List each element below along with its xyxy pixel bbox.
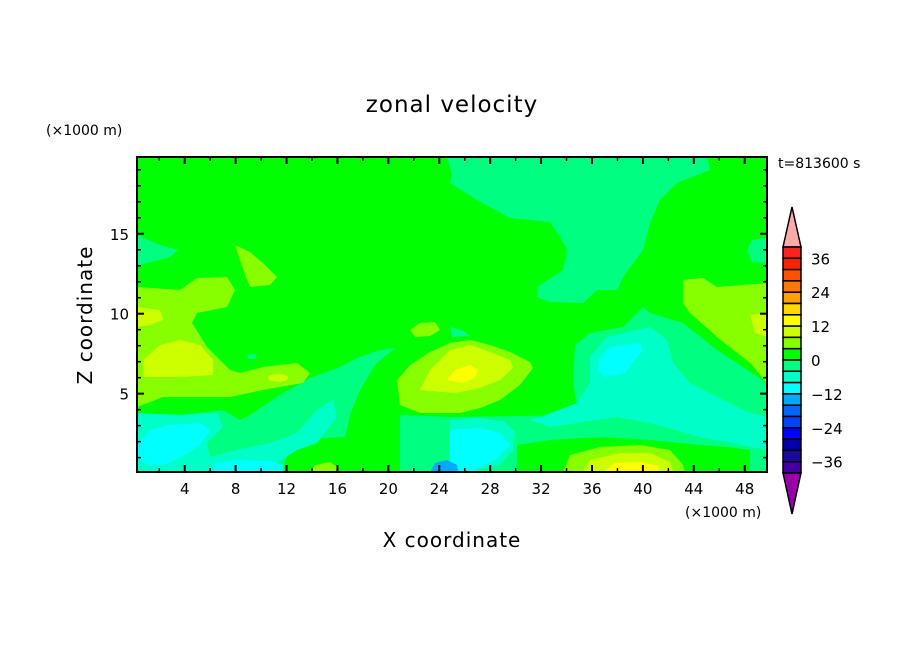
- colorbar-box: [782, 280, 802, 293]
- colorbar-box: [782, 438, 802, 452]
- y-tick-label: 10: [110, 306, 129, 324]
- colorbar-under-triangle: [782, 472, 802, 515]
- contour-band-8-to-12: [137, 307, 163, 327]
- x-tick-label: 4: [180, 480, 190, 498]
- x-tick-label: 28: [481, 480, 500, 498]
- colorbar-box: [782, 415, 802, 429]
- y-tick-label: 15: [110, 226, 129, 244]
- colorbar-box: [782, 347, 802, 361]
- colorbar: 36 24 12 0 −12 −24 −36: [782, 206, 843, 515]
- colorbar-box: [782, 302, 802, 316]
- colorbar-box: [782, 246, 802, 260]
- contour-band-4-to-8: [310, 462, 337, 472]
- contour-band-4-to-8: [410, 322, 440, 337]
- contour-band-neg12-to-neg8: [213, 460, 283, 472]
- colorbar-box: [782, 314, 802, 327]
- colorbar-tick-label: 24: [811, 284, 830, 302]
- contour-band-neg4-to-0: [747, 238, 767, 263]
- x-tick-label: 12: [277, 480, 296, 498]
- colorbar-box: [782, 381, 802, 395]
- x-tick-label: 36: [582, 480, 601, 498]
- contour-band-neg4-to-0: [247, 354, 257, 359]
- contour-band-neg8-to-neg4: [530, 327, 767, 450]
- contour-band-neg4-to-0: [447, 157, 710, 303]
- colorbar-box: [782, 449, 802, 463]
- x-tick-label: 48: [735, 480, 754, 498]
- x-tick-label: 20: [379, 480, 398, 498]
- colorbar-box: [782, 336, 802, 350]
- x-tick-label: 44: [684, 480, 703, 498]
- y-axis-label: Z coordinate: [73, 246, 97, 385]
- colorbar-box: [782, 393, 802, 406]
- contour-band-neg12-to-neg8: [137, 423, 210, 465]
- colorbar-box: [782, 325, 802, 339]
- contour-band-neg8-to-neg4: [137, 400, 337, 472]
- contour-band-12-to-16: [447, 365, 478, 383]
- contour-band-8-to-12: [750, 313, 767, 337]
- y-tick-label: 5: [119, 386, 129, 404]
- colorbar-tick-label: 0: [811, 352, 821, 370]
- x-unit-label: (×1000 m): [685, 505, 761, 521]
- contour-band-4-to-8: [235, 245, 277, 287]
- contour-band-8-to-12: [143, 340, 213, 377]
- time-label: t=813600 s: [778, 156, 860, 172]
- colorbar-box: [782, 359, 802, 373]
- contour-band-neg12-to-neg8: [598, 343, 643, 377]
- contour-band-neg4-to-0: [137, 235, 178, 265]
- contour-band-8-to-12: [268, 374, 288, 382]
- contour-band-4-to-8: [683, 278, 767, 383]
- colorbar-tick-label: 36: [811, 250, 830, 268]
- x-axis-label: X coordinate: [383, 528, 522, 552]
- y-unit-label: (×1000 m): [46, 123, 122, 139]
- x-tick-label: 8: [231, 480, 241, 498]
- colorbar-box: [782, 291, 802, 305]
- contour-field: [137, 157, 767, 472]
- contour-band-neg4-to-0: [450, 327, 470, 337]
- colorbar-tick-label: −24: [811, 420, 843, 438]
- colorbar-tick-label: 12: [811, 318, 830, 336]
- colorbar-box: [782, 257, 802, 271]
- chart-title: zonal velocity: [366, 92, 538, 118]
- x-tick-label: 40: [633, 480, 652, 498]
- x-tick-label: 24: [430, 480, 449, 498]
- colorbar-box: [782, 460, 802, 474]
- colorbar-box: [782, 370, 802, 384]
- x-tick-label: 32: [532, 480, 551, 498]
- contour-band-neg12-to-neg8: [450, 428, 510, 472]
- contour-band-neg16-to-neg12: [430, 460, 458, 472]
- colorbar-box: [782, 268, 802, 282]
- colorbar-tick-label: −12: [811, 386, 843, 404]
- colorbar-box: [782, 404, 802, 418]
- x-tick-label: 16: [328, 480, 347, 498]
- colorbar-box: [782, 427, 802, 440]
- colorbar-tick-label: −36: [811, 454, 843, 472]
